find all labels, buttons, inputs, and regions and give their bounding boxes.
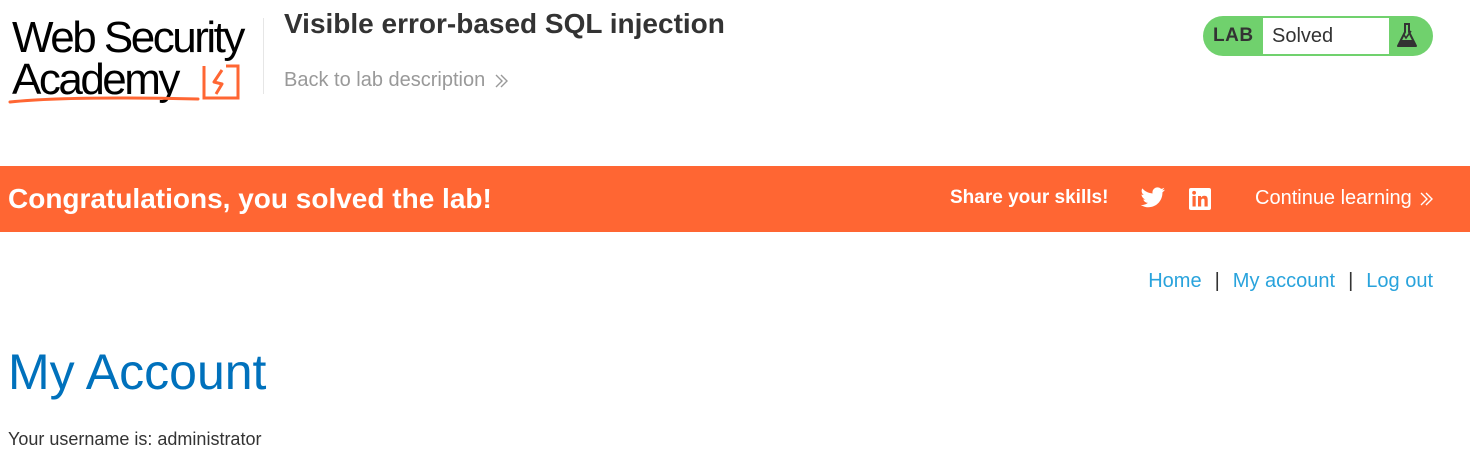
lab-status-label: LAB: [1213, 25, 1254, 46]
linkedin-icon: [1189, 188, 1211, 210]
double-chevron-right-icon: [495, 74, 509, 87]
page-title: My Account: [8, 344, 267, 400]
back-link-label: Back to lab description: [284, 69, 486, 91]
lab-status-box: Solved: [1263, 18, 1389, 54]
nav-separator: |: [1214, 270, 1220, 292]
header-divider: [263, 18, 264, 94]
username-display: Your username is: administrator: [8, 429, 262, 449]
web-security-academy-logo[interactable]: Web Security Academy: [8, 12, 260, 104]
twitter-icon[interactable]: [1140, 186, 1166, 210]
nav-separator: |: [1348, 270, 1354, 292]
logo-underline-icon: [8, 96, 200, 104]
top-navigation: Home | My account | Log out: [1148, 270, 1433, 293]
logo-line-1: Web Security: [12, 13, 245, 62]
linkedin-share-button[interactable]: [1189, 188, 1211, 215]
lab-status-widget: LAB Solved: [1203, 16, 1433, 56]
share-skills-label: Share your skills!: [950, 187, 1109, 208]
nav-home-link[interactable]: Home: [1148, 270, 1202, 292]
double-chevron-right-icon: [1420, 192, 1433, 205]
congratulations-message: Congratulations, you solved the lab!: [8, 183, 492, 214]
lab-title: Visible error-based SQL injection: [284, 8, 725, 39]
continue-learning-link[interactable]: Continue learning: [1255, 187, 1434, 210]
flask-icon: [1397, 23, 1417, 47]
logo-bolt-icon: [202, 64, 240, 100]
page-header: Web Security Academy Visible error-based…: [0, 0, 1470, 166]
back-to-lab-description-link[interactable]: Back to lab description: [284, 69, 509, 92]
lab-solved-banner: Congratulations, you solved the lab! Sha…: [0, 166, 1470, 232]
continue-learning-label: Continue learning: [1255, 187, 1412, 209]
lab-status-text: Solved: [1272, 25, 1334, 47]
nav-log-out-link[interactable]: Log out: [1366, 270, 1433, 292]
nav-my-account-link[interactable]: My account: [1232, 270, 1336, 292]
logo-line-2: Academy: [12, 55, 180, 104]
